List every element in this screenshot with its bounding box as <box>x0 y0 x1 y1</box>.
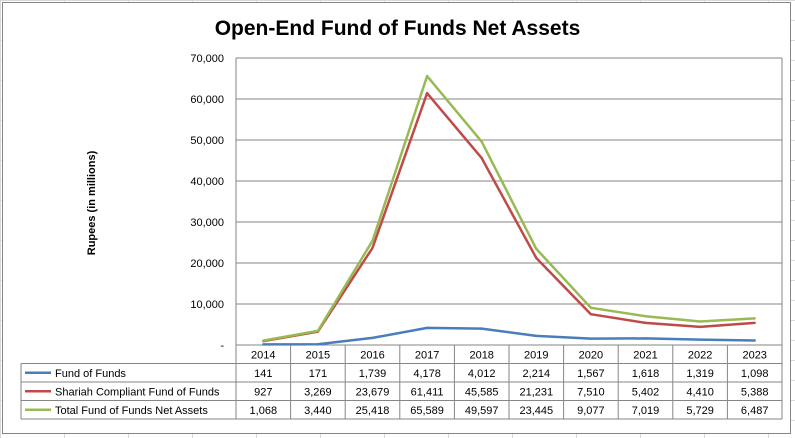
data-table-value: 171 <box>309 368 327 380</box>
x-tick-label: 2022 <box>688 349 712 361</box>
data-table-value: 5,729 <box>686 405 714 417</box>
data-table-value: 927 <box>254 386 272 398</box>
data-table-value: 2,214 <box>523 368 551 380</box>
data-point <box>480 156 483 160</box>
data-point <box>480 327 483 330</box>
x-tick-label: 2019 <box>524 349 548 361</box>
data-point <box>644 315 647 318</box>
y-tick-label: 70,000 <box>190 53 224 65</box>
data-point <box>698 320 702 323</box>
data-table-value: 3,269 <box>304 386 332 398</box>
data-point <box>753 339 756 342</box>
data-point <box>589 337 593 340</box>
y-axis-label: Rupees (in millions) <box>86 150 98 255</box>
data-table-value: 4,012 <box>468 368 496 380</box>
data-table-value: 45,585 <box>465 386 499 398</box>
legend-label: Fund of Funds <box>55 368 126 380</box>
data-table-value: 1,319 <box>686 368 714 380</box>
data-table-value: 7,019 <box>632 405 660 417</box>
data-point <box>644 337 647 340</box>
data-table-value: 5,388 <box>741 386 769 398</box>
data-point <box>371 239 374 242</box>
data-table-value: 23,679 <box>356 386 390 398</box>
y-tick-label: 40,000 <box>190 176 224 188</box>
data-point <box>589 313 593 316</box>
data-point <box>425 74 429 78</box>
data-point <box>425 326 429 330</box>
x-tick-label: 2023 <box>742 349 766 361</box>
data-table-value: 49,597 <box>465 405 499 417</box>
data-point <box>262 339 265 342</box>
data-table-value: 1,068 <box>250 405 278 417</box>
y-tick-label: 30,000 <box>190 217 224 229</box>
x-tick-label: 2016 <box>360 349 384 361</box>
data-point <box>644 321 647 325</box>
data-point <box>316 343 320 346</box>
y-tick-label: 20,000 <box>190 258 224 270</box>
data-table-value: 7,510 <box>577 386 605 398</box>
y-tick-label: 50,000 <box>190 135 224 147</box>
chart-area[interactable]: Open-End Fund of Funds Net Assets - 10,00… <box>2 2 791 434</box>
x-tick-label: 2014 <box>251 349 275 361</box>
data-table-value: 141 <box>254 368 272 380</box>
data-table-value: 1,618 <box>632 368 660 380</box>
data-table-value: 1,098 <box>741 368 769 380</box>
data-point <box>480 140 483 143</box>
data-table-value: 23,445 <box>519 405 553 417</box>
legend-label: Shariah Compliant Fund of Funds <box>55 386 220 398</box>
legend-label: Total Fund of Funds Net Assets <box>55 405 208 417</box>
data-table-value: 6,487 <box>741 405 769 417</box>
data-point <box>316 329 320 333</box>
data-point <box>589 306 593 309</box>
series-line <box>263 326 755 346</box>
line-chart: - 10,000 20,000 30,000 40,000 50,000 60,000 70,… <box>20 53 783 420</box>
series-line <box>263 91 755 343</box>
data-table-value: 9,077 <box>577 405 605 417</box>
data-point <box>753 321 756 325</box>
y-tick-label: 10,000 <box>190 299 224 311</box>
data-table-value: 61,411 <box>411 386 444 398</box>
data-table-value: 1,739 <box>359 368 387 380</box>
data-point <box>698 338 702 341</box>
x-tick-label: 2015 <box>306 349 330 361</box>
x-tick-label: 2018 <box>469 349 493 361</box>
data-point <box>371 246 374 250</box>
data-point <box>425 92 429 95</box>
data-table-value: 5,402 <box>632 386 660 398</box>
data-table-value: 3,440 <box>304 405 332 417</box>
data-point <box>535 247 538 251</box>
chart-title: Open-End Fund of Funds Net Assets <box>214 17 581 40</box>
y-tick-label: 60,000 <box>190 94 224 106</box>
data-table-value: 65,589 <box>410 405 444 417</box>
data-table-value: 1,567 <box>577 368 605 380</box>
x-tick-label: 2020 <box>579 349 603 361</box>
x-tick-label: 2021 <box>633 349 657 361</box>
data-table-value: 4,410 <box>686 386 714 398</box>
data-point <box>371 336 374 340</box>
data-table-value: 21,231 <box>519 386 553 398</box>
series-line <box>263 74 755 342</box>
x-tick-label: 2017 <box>415 349 439 361</box>
data-point <box>535 334 538 338</box>
data-table-value: 25,418 <box>356 405 390 417</box>
data-point <box>753 317 756 320</box>
data-point <box>698 325 702 329</box>
y-tick-label: - <box>220 340 224 352</box>
data-point <box>535 256 538 260</box>
data-table-value: 4,178 <box>413 368 441 380</box>
data-point <box>262 343 265 346</box>
